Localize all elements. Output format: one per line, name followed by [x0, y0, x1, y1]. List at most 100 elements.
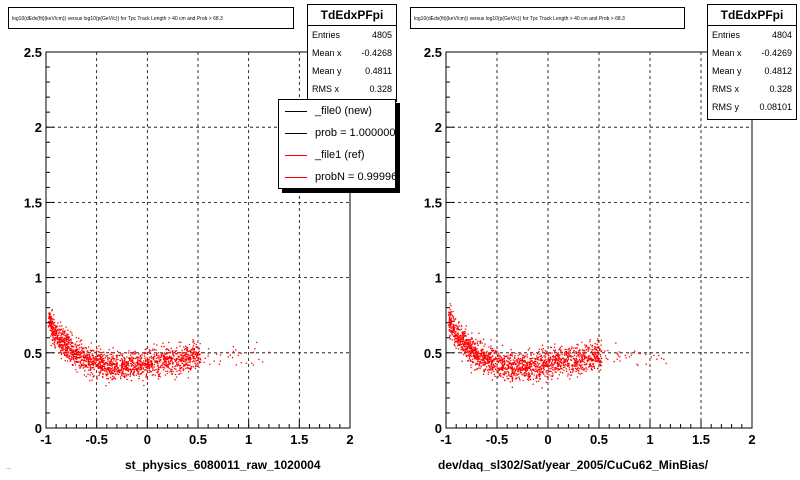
- data-point: [89, 374, 91, 376]
- data-point: [511, 366, 513, 368]
- data-point: [482, 373, 485, 375]
- data-point: [487, 355, 489, 357]
- data-point: [61, 333, 64, 335]
- data-point: [165, 352, 167, 355]
- data-point: [188, 364, 190, 366]
- data-point: [511, 386, 513, 388]
- data-point: [561, 358, 564, 360]
- data-point: [117, 370, 119, 372]
- data-point: [507, 378, 510, 380]
- data-point: [176, 362, 178, 364]
- data-point: [71, 334, 73, 336]
- plot-area: 00.511.522.5-1 -0.5 0 0.5 1 1.5 2: [424, 45, 756, 447]
- data-point: [600, 364, 602, 367]
- data-point: [108, 369, 111, 371]
- data-point: [180, 372, 182, 375]
- data-point: [551, 372, 554, 374]
- data-point: [537, 359, 540, 361]
- data-point: [565, 358, 567, 361]
- data-point: [597, 356, 599, 358]
- data-point: [520, 366, 522, 368]
- data-point: [477, 363, 479, 365]
- data-point: [119, 359, 121, 362]
- data-point: [488, 369, 491, 371]
- data-point: [141, 365, 143, 367]
- data-point: [140, 354, 142, 357]
- data-point: [539, 374, 541, 376]
- data-point: [477, 350, 479, 352]
- data-point: [48, 324, 51, 326]
- data-point: [600, 360, 602, 362]
- data-point: [59, 336, 61, 339]
- data-point: [533, 368, 535, 371]
- data-point: [193, 348, 195, 350]
- data-point: [198, 347, 200, 350]
- data-point: [67, 353, 69, 356]
- data-point: [515, 363, 518, 365]
- data-point: [56, 341, 58, 343]
- data-point: [504, 373, 506, 375]
- data-point: [187, 366, 189, 369]
- data-point: [551, 355, 554, 358]
- data-point: [72, 364, 74, 366]
- data-point: [582, 360, 584, 363]
- data-point: [486, 366, 488, 368]
- data-point: [639, 353, 641, 355]
- data-point: [196, 356, 198, 358]
- data-point: [516, 364, 519, 367]
- data-point: [90, 359, 92, 361]
- data-point: [103, 353, 105, 356]
- data-point: [462, 337, 464, 339]
- data-point: [557, 364, 559, 366]
- data-point: [515, 372, 517, 375]
- data-point: [56, 325, 58, 327]
- data-point: [568, 363, 570, 365]
- data-point: [565, 353, 567, 355]
- data-point: [586, 357, 588, 359]
- data-point: [71, 364, 74, 367]
- data-point: [117, 367, 120, 369]
- data-point: [112, 363, 114, 366]
- data-point: [174, 373, 177, 376]
- data-point: [107, 360, 109, 362]
- data-point: [181, 351, 183, 353]
- data-point: [49, 325, 51, 327]
- data-point: [130, 380, 133, 382]
- data-point: [166, 358, 169, 361]
- data-point: [114, 373, 117, 376]
- data-point: [79, 353, 82, 355]
- data-point: [148, 365, 150, 367]
- data-point: [488, 362, 490, 364]
- data-point: [85, 360, 87, 362]
- data-point: [510, 353, 512, 355]
- data-point: [197, 356, 200, 359]
- data-point: [462, 335, 464, 337]
- data-point: [488, 371, 490, 373]
- data-point: [534, 363, 537, 365]
- data-point: [138, 373, 140, 375]
- data-point: [480, 350, 482, 352]
- data-point: [509, 367, 511, 369]
- data-point: [454, 326, 456, 329]
- data-point: [189, 358, 191, 361]
- data-point: [587, 356, 590, 358]
- data-point: [176, 358, 178, 360]
- data-point: [594, 346, 596, 348]
- data-point: [51, 331, 54, 333]
- data-point: [586, 347, 589, 349]
- data-point: [538, 350, 540, 353]
- data-point: [454, 345, 456, 347]
- data-point: [471, 360, 473, 363]
- data-point: [595, 352, 597, 354]
- data-point: [477, 344, 479, 346]
- data-point: [520, 359, 523, 361]
- data-point: [146, 353, 149, 355]
- data-point: [517, 360, 519, 362]
- data-point: [559, 360, 561, 362]
- data-point: [544, 362, 547, 365]
- data-point: [486, 359, 489, 362]
- data-point: [180, 358, 182, 360]
- data-point: [109, 372, 111, 375]
- data-point: [580, 355, 582, 357]
- data-point: [128, 357, 130, 359]
